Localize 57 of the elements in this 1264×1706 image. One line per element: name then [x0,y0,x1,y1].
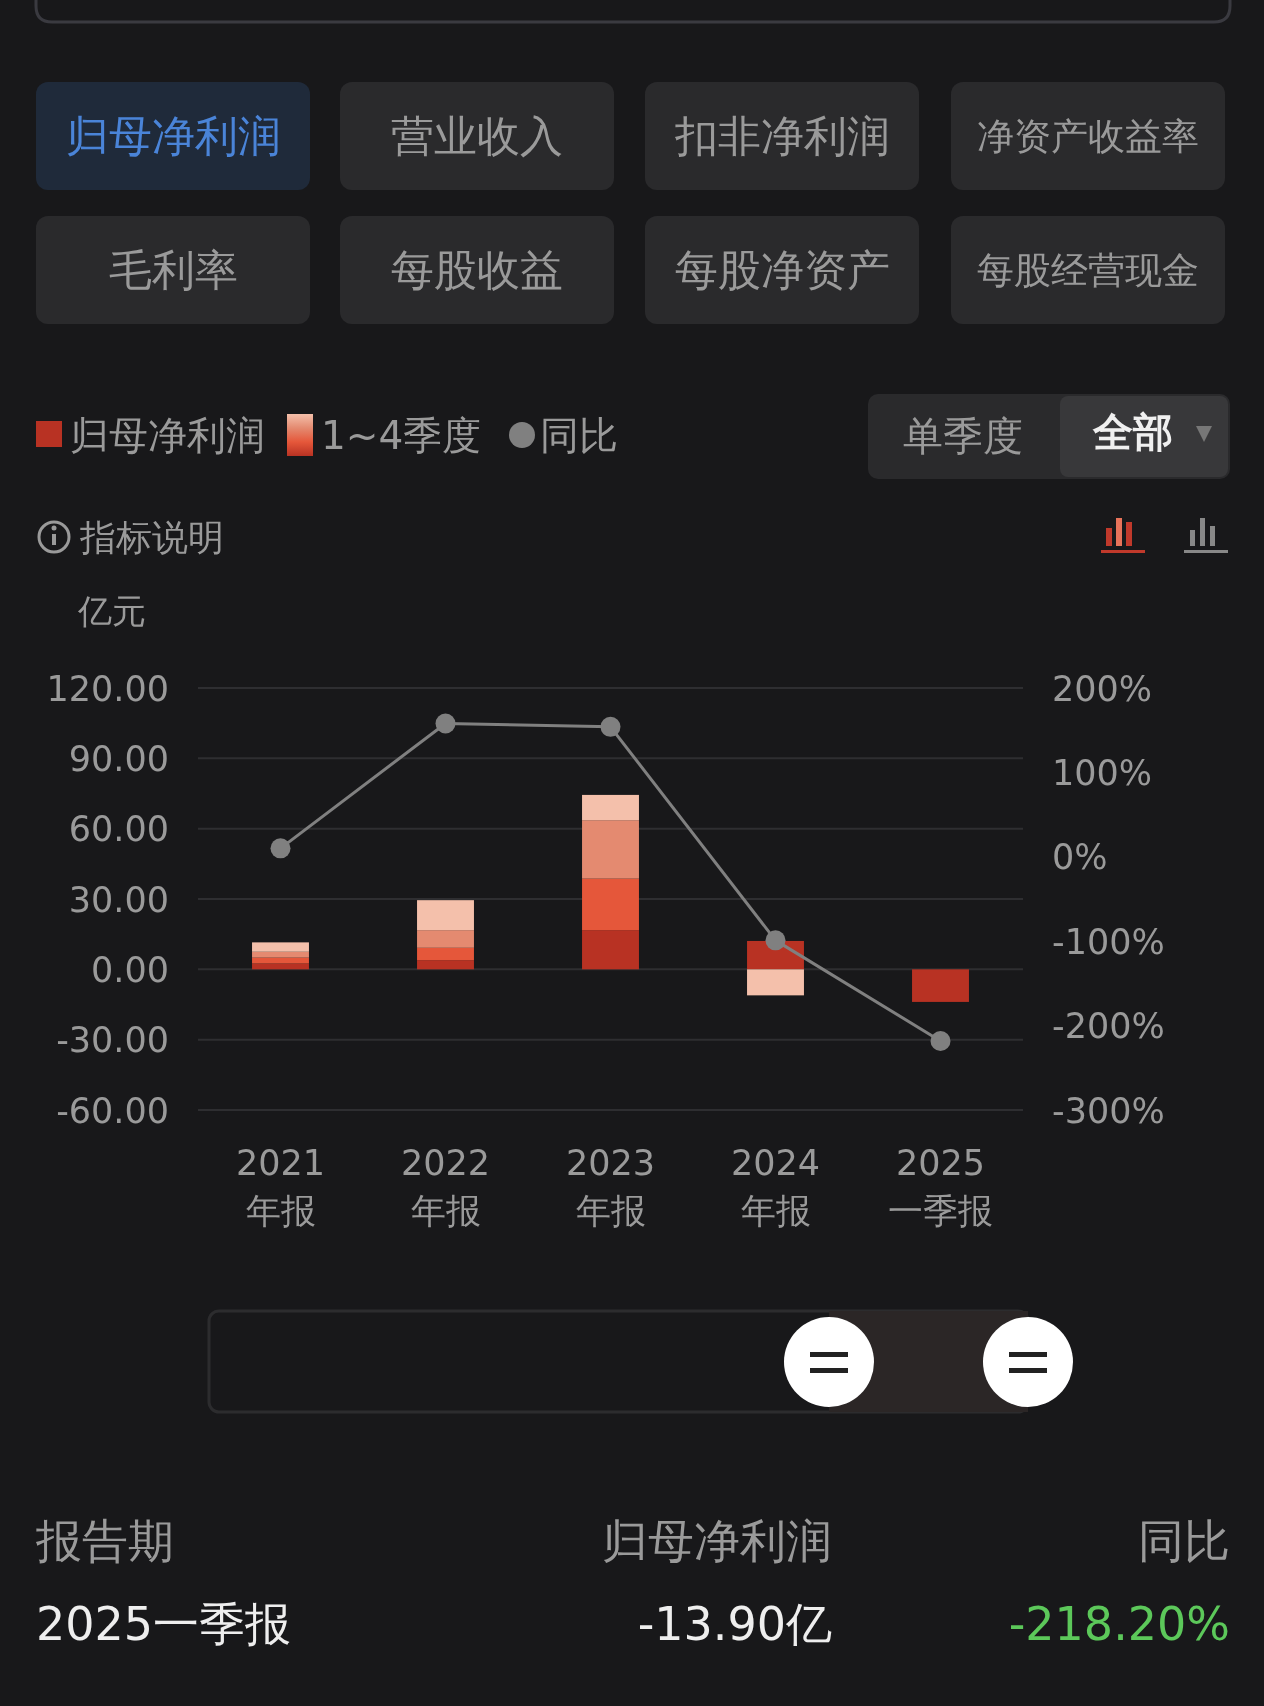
legend-label: 归母净利润 [70,413,265,459]
text: 全部 [1092,409,1173,456]
point [435,713,456,734]
text: 同比 [1138,1513,1230,1568]
y-tick-label: 120.00 [46,668,169,709]
y2-tick-label: 100% [1052,753,1153,793]
y-tick-label: 30.00 [68,879,169,920]
text: -218.20% [1008,1596,1230,1651]
y2-tick-label: 200% [1052,668,1153,709]
bar [582,820,639,879]
x-tick-label: 2025 一季报 [888,1142,993,1231]
bar [417,947,474,961]
y-tick-label: 60.00 [68,809,169,850]
y-tick-label: -60.00 [56,1090,169,1131]
text: 扣非净利润 [673,111,890,162]
text: 2025一季报 [36,1596,292,1651]
text: 营业收入 [391,111,563,162]
y-tick-label: 90.00 [68,738,169,779]
point [270,838,291,859]
bar [417,900,474,931]
x-tick-label: 2022 年报 [400,1142,491,1231]
text: 单季度 [903,413,1023,460]
text: 每股净资产 [674,245,890,296]
bar [582,878,639,931]
bar [582,930,639,970]
bar [912,969,969,1002]
text: 每股收益 [391,245,563,296]
text: 净资产收益率 [977,115,1199,159]
y2-tick-label: 0% [1052,837,1108,878]
y2-tick-label: -100% [1052,921,1165,962]
text: 报告期 [35,1513,174,1568]
bar [582,794,639,821]
y-tick-label: 0.00 [91,949,169,990]
bar [417,930,474,948]
y2-tick-label: -200% [1052,1006,1165,1047]
legend-label: 同比 [540,413,618,459]
text: 1~4季度 [321,413,482,459]
text: 每股经营现金 [977,249,1199,293]
x-tick-label: 2024 年报 [730,1142,821,1231]
bar [252,951,309,958]
text: 指标说明 [79,516,224,558]
x-tick-label: 2023 年报 [565,1142,656,1231]
bar [417,960,474,970]
y2-tick-label: -300% [1052,1090,1165,1131]
bar [252,942,309,952]
y-axis-title: 亿元 [77,591,146,632]
x-tick-label: 2021 年报 [235,1142,326,1231]
point [600,716,621,737]
bar [252,963,309,970]
point [930,1030,951,1051]
text: 归母净利润 [602,1513,832,1568]
text: 归母净利润 [65,111,281,162]
point [765,930,786,951]
text: 毛利率 [108,245,238,296]
y-tick-label: -30.00 [56,1020,169,1061]
bar [747,969,804,996]
text: -13.90亿 [637,1596,832,1651]
